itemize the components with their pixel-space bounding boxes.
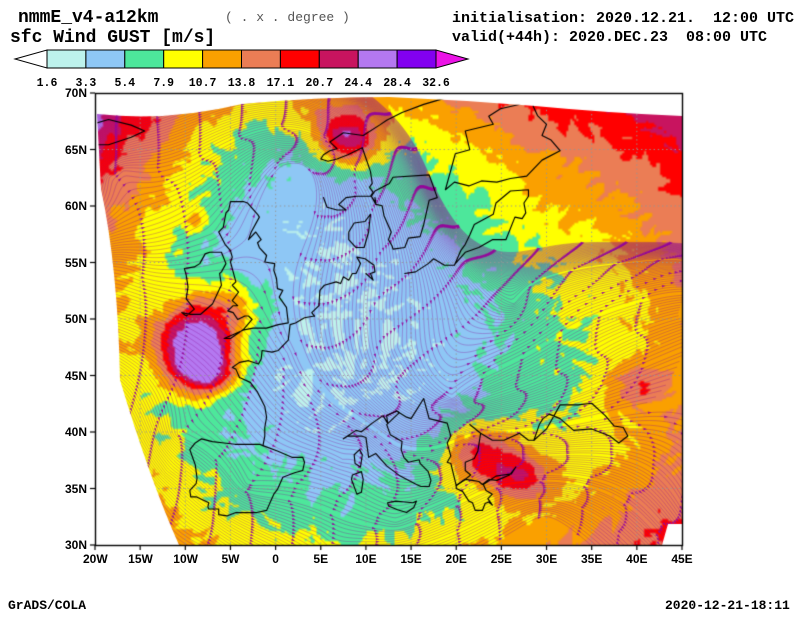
svg-text:32.6: 32.6 — [422, 77, 450, 90]
svg-text:10.7: 10.7 — [189, 77, 217, 90]
svg-text:20.7: 20.7 — [305, 77, 333, 90]
svg-text:17.1: 17.1 — [267, 77, 295, 90]
svg-text:13.8: 13.8 — [228, 77, 256, 90]
svg-text:7.9: 7.9 — [153, 77, 174, 90]
svg-text:28.4: 28.4 — [383, 77, 411, 90]
svg-text:1.6: 1.6 — [37, 77, 58, 90]
svg-text:5.4: 5.4 — [114, 77, 135, 90]
svg-text:24.4: 24.4 — [344, 77, 372, 90]
